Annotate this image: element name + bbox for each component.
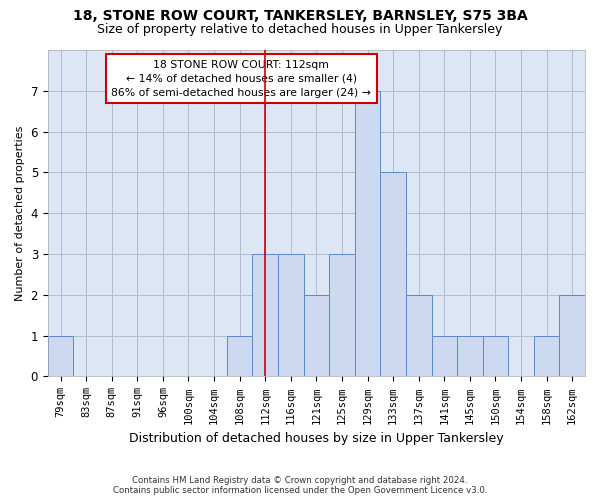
- Bar: [431, 336, 457, 376]
- Text: Contains HM Land Registry data © Crown copyright and database right 2024.
Contai: Contains HM Land Registry data © Crown c…: [113, 476, 487, 495]
- Bar: [48, 336, 73, 376]
- Text: Size of property relative to detached houses in Upper Tankersley: Size of property relative to detached ho…: [97, 22, 503, 36]
- Text: 18 STONE ROW COURT: 112sqm
← 14% of detached houses are smaller (4)
86% of semi-: 18 STONE ROW COURT: 112sqm ← 14% of deta…: [111, 60, 371, 98]
- Bar: [482, 336, 508, 376]
- Bar: [380, 172, 406, 376]
- Bar: [457, 336, 482, 376]
- Text: 18, STONE ROW COURT, TANKERSLEY, BARNSLEY, S75 3BA: 18, STONE ROW COURT, TANKERSLEY, BARNSLE…: [73, 9, 527, 23]
- Y-axis label: Number of detached properties: Number of detached properties: [15, 126, 25, 301]
- Bar: [559, 295, 585, 376]
- Bar: [278, 254, 304, 376]
- X-axis label: Distribution of detached houses by size in Upper Tankersley: Distribution of detached houses by size …: [129, 432, 504, 445]
- Bar: [304, 295, 329, 376]
- Bar: [534, 336, 559, 376]
- Bar: [329, 254, 355, 376]
- Bar: [406, 295, 431, 376]
- Bar: [227, 336, 253, 376]
- Bar: [355, 91, 380, 376]
- Bar: [253, 254, 278, 376]
